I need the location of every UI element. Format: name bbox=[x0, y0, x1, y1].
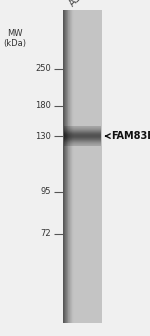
Bar bbox=[64, 136, 101, 137]
Bar bbox=[63, 10, 67, 323]
Bar bbox=[64, 142, 101, 143]
Bar bbox=[64, 138, 101, 139]
Bar bbox=[64, 139, 101, 140]
Bar bbox=[64, 143, 101, 144]
Bar bbox=[64, 139, 101, 140]
Text: AS49: AS49 bbox=[67, 0, 92, 8]
Bar bbox=[64, 145, 101, 146]
Bar bbox=[64, 136, 101, 137]
Bar bbox=[64, 131, 101, 132]
Bar bbox=[63, 10, 70, 323]
Bar bbox=[64, 132, 101, 133]
Bar bbox=[63, 10, 64, 323]
Bar bbox=[64, 128, 101, 129]
Bar bbox=[63, 10, 65, 323]
Bar bbox=[63, 10, 74, 323]
Bar bbox=[63, 10, 66, 323]
Bar bbox=[63, 10, 72, 323]
Bar bbox=[64, 141, 101, 142]
Bar bbox=[63, 10, 68, 323]
Bar bbox=[64, 131, 101, 132]
Bar bbox=[63, 10, 102, 323]
Bar bbox=[63, 10, 66, 323]
Bar bbox=[63, 10, 68, 323]
Bar bbox=[64, 126, 101, 127]
Bar bbox=[64, 144, 101, 145]
Bar bbox=[64, 132, 101, 133]
Bar bbox=[63, 10, 64, 323]
Text: FAM83B: FAM83B bbox=[111, 131, 150, 141]
Bar bbox=[64, 135, 101, 136]
Bar bbox=[64, 139, 101, 140]
Bar bbox=[64, 129, 101, 130]
Bar bbox=[64, 137, 101, 138]
Bar bbox=[63, 10, 66, 323]
Bar bbox=[64, 134, 101, 135]
Bar bbox=[64, 130, 101, 131]
Bar bbox=[64, 134, 101, 135]
Bar bbox=[64, 136, 101, 137]
Bar bbox=[64, 145, 101, 146]
Bar bbox=[64, 130, 101, 131]
Bar bbox=[63, 10, 73, 323]
Bar bbox=[64, 142, 101, 143]
Bar bbox=[64, 137, 101, 138]
Bar bbox=[63, 10, 70, 323]
Bar bbox=[63, 10, 68, 323]
Bar bbox=[64, 133, 101, 134]
Bar bbox=[63, 10, 69, 323]
Bar bbox=[64, 127, 101, 128]
Bar bbox=[64, 135, 101, 136]
Bar bbox=[64, 127, 101, 128]
Bar bbox=[64, 133, 101, 134]
Bar bbox=[64, 127, 101, 128]
Bar bbox=[64, 129, 101, 130]
Bar bbox=[64, 128, 101, 129]
Bar bbox=[63, 10, 72, 323]
Bar bbox=[63, 10, 65, 323]
Bar bbox=[64, 133, 101, 134]
Bar bbox=[63, 10, 71, 323]
Bar bbox=[64, 126, 101, 127]
Bar bbox=[64, 132, 101, 133]
Text: 130: 130 bbox=[35, 132, 51, 140]
Bar bbox=[63, 10, 69, 323]
Bar bbox=[64, 129, 101, 130]
Text: 95: 95 bbox=[40, 187, 51, 196]
Bar bbox=[63, 10, 74, 323]
Bar bbox=[64, 144, 101, 145]
Bar bbox=[63, 10, 64, 323]
Bar bbox=[63, 10, 73, 323]
Bar bbox=[64, 130, 101, 131]
Bar bbox=[64, 134, 101, 135]
Bar bbox=[64, 140, 101, 141]
Bar bbox=[64, 135, 101, 136]
Bar bbox=[64, 126, 101, 127]
Bar bbox=[64, 140, 101, 141]
Bar bbox=[63, 10, 74, 323]
Text: MW
(kDa): MW (kDa) bbox=[3, 29, 27, 48]
Bar bbox=[63, 10, 70, 323]
Bar bbox=[64, 141, 101, 142]
Bar bbox=[64, 138, 101, 139]
Bar bbox=[63, 10, 71, 323]
Bar bbox=[64, 144, 101, 145]
Bar bbox=[64, 142, 101, 143]
Bar bbox=[64, 128, 101, 129]
Bar bbox=[64, 131, 101, 132]
Bar bbox=[64, 141, 101, 142]
Bar bbox=[64, 138, 101, 139]
Bar bbox=[63, 10, 67, 323]
Bar bbox=[64, 137, 101, 138]
Bar bbox=[63, 10, 72, 323]
Text: 72: 72 bbox=[40, 229, 51, 238]
Bar bbox=[64, 143, 101, 144]
Bar bbox=[64, 145, 101, 146]
Bar bbox=[64, 143, 101, 144]
Bar bbox=[64, 140, 101, 141]
Text: 180: 180 bbox=[35, 101, 51, 110]
Text: 250: 250 bbox=[35, 65, 51, 73]
